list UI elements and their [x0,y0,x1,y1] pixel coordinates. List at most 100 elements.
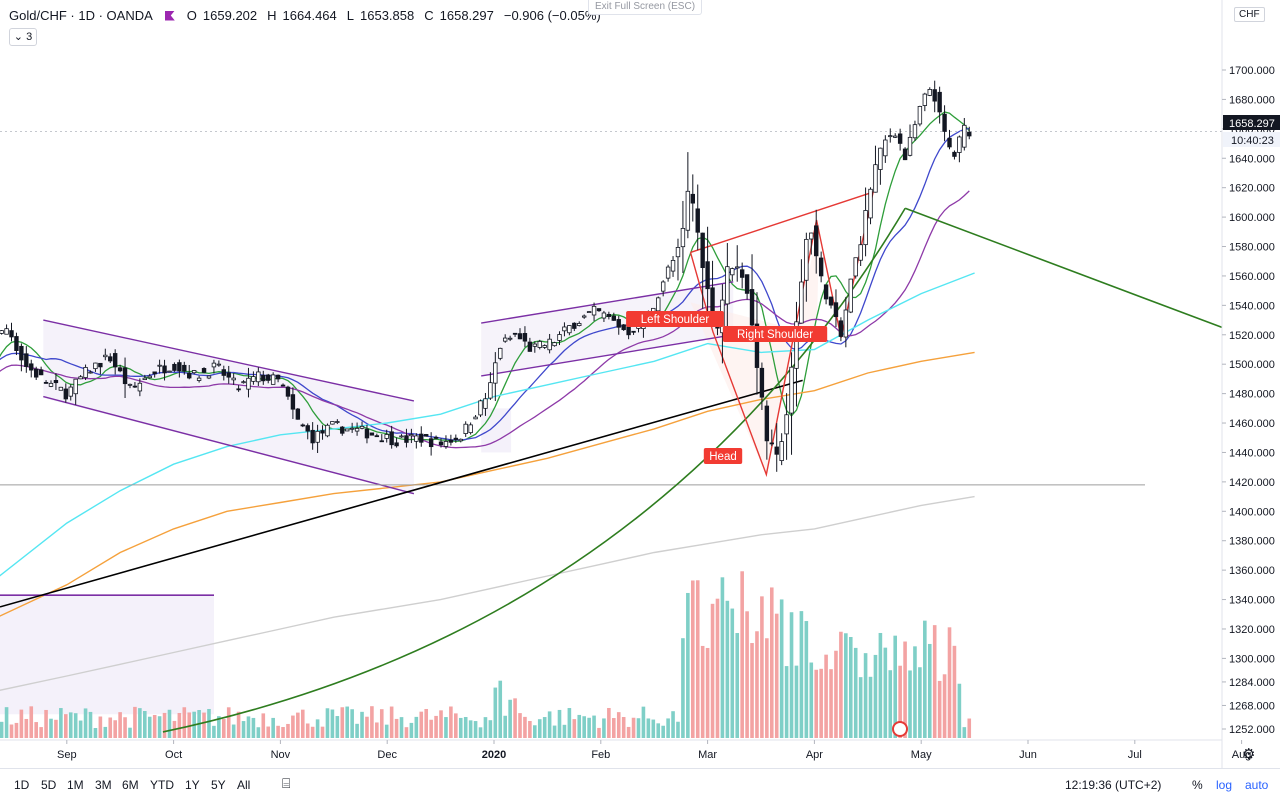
candle-body [690,193,695,204]
volume-bar [621,717,626,738]
timeframe-ytd[interactable]: YTD [150,778,174,792]
timeframe-1m[interactable]: 1M [67,778,84,792]
candle-body [512,332,518,335]
symbol-title[interactable]: Gold/CHF · 1D · OANDA [9,8,153,23]
price-chart[interactable]: Left Shoulder Head Right Shoulder 1700.000… [0,0,1280,768]
volume-bar [834,650,838,738]
countdown-badge: 10:40:23 [1231,135,1274,147]
candle-body [147,375,152,379]
candle-body [152,371,157,375]
volume-bar [152,714,157,738]
candle-body [443,441,449,447]
volume-bar [78,720,83,738]
volume-bar [908,670,912,738]
timeframe-5y[interactable]: 5Y [211,778,226,792]
candle-body [300,424,305,427]
candle-body [251,376,256,382]
volume-bar [118,712,122,738]
volume-bar [681,638,685,738]
volume-bar [730,608,735,738]
volume-bar [863,653,868,738]
candle-body [216,363,222,366]
candle-body [774,446,779,455]
timeframe-1d[interactable]: 1D [14,778,30,792]
candle-body [29,363,34,371]
volume-bar [814,669,819,738]
candle-body [680,227,686,248]
log-toggle[interactable]: log [1216,778,1233,792]
volume-bar [582,716,586,738]
candle-body [310,429,315,444]
y-tick-label: 1540.000 [1229,300,1275,312]
volume-bar [434,715,438,738]
volume-bar [937,680,942,738]
volume-bar [34,722,38,738]
gear-icon[interactable]: ⚙ [1242,746,1256,763]
candle-body [132,385,138,388]
candle-body [621,324,626,331]
candle-body [828,296,834,306]
volume-bar [784,666,789,738]
volume-bar [147,716,152,738]
x-tick-label: Nov [271,749,291,761]
candle-body [631,330,636,333]
candle-body [537,341,542,348]
candle-body [586,311,592,313]
timeframe-1y[interactable]: 1Y [185,778,200,792]
candle-body [917,106,923,125]
candle-body [784,414,789,435]
volume-bar [636,718,641,738]
timeframe-6m[interactable]: 6M [122,778,139,792]
candle-body [73,378,78,395]
candle-body [68,386,73,397]
volume-bar [4,707,9,738]
volume-bar [769,587,774,738]
countdown-badge-bg [1223,132,1280,147]
volume-bar [276,725,280,738]
candle-body [117,367,123,372]
candle-body [789,366,794,414]
y-tick-label: 1560.000 [1229,271,1275,283]
candle-body [187,372,192,379]
y-tick-label: 1600.000 [1229,212,1275,224]
candle-body [878,147,883,170]
volume-bar [952,645,957,738]
volume-bar [226,707,231,738]
volume-bar [927,643,932,738]
exit-fullscreen-button[interactable]: Exit Full Screen (ESC) [588,0,703,15]
candle-body [759,367,765,398]
candle-body [552,342,557,347]
candle-body [527,341,533,352]
y-tick-label: 1440.000 [1229,447,1275,459]
volume-bar [607,707,611,738]
volume-bar [577,714,582,738]
timeframe-all[interactable]: All [237,778,251,792]
candle-body [285,386,291,397]
clock[interactable]: 12:19:36 (UTC+2) [1065,778,1162,792]
candle-body [78,376,83,380]
volume-bar [671,711,675,738]
volume-bar [498,680,503,738]
auto-toggle[interactable]: auto [1245,778,1269,792]
candle-body [853,257,858,277]
y-tick-label: 1460.000 [1229,418,1275,430]
volume-bar [291,715,295,738]
candle-body [868,188,873,219]
indicators-toggle-button[interactable]: ⌄ 3 [9,28,37,46]
volume-bar [73,713,78,738]
currency-badge[interactable]: CHF [1234,7,1265,22]
candle-body [498,347,503,359]
timeframe-5d[interactable]: 5D [41,778,57,792]
volume-bar [868,676,873,738]
calendar-range-icon[interactable]: ⌸ [282,775,291,791]
timeframe-3m[interactable]: 3M [95,778,112,792]
candle-body [912,124,918,139]
candle-body [409,434,414,437]
percent-toggle[interactable]: % [1192,778,1203,792]
candle-body [448,439,454,443]
volume-bar [340,707,345,738]
volume-bar [310,726,315,738]
volume-bar [350,709,354,738]
y-tick-label: 1300.000 [1229,653,1275,665]
left-shoulder-label-bg [626,311,724,327]
